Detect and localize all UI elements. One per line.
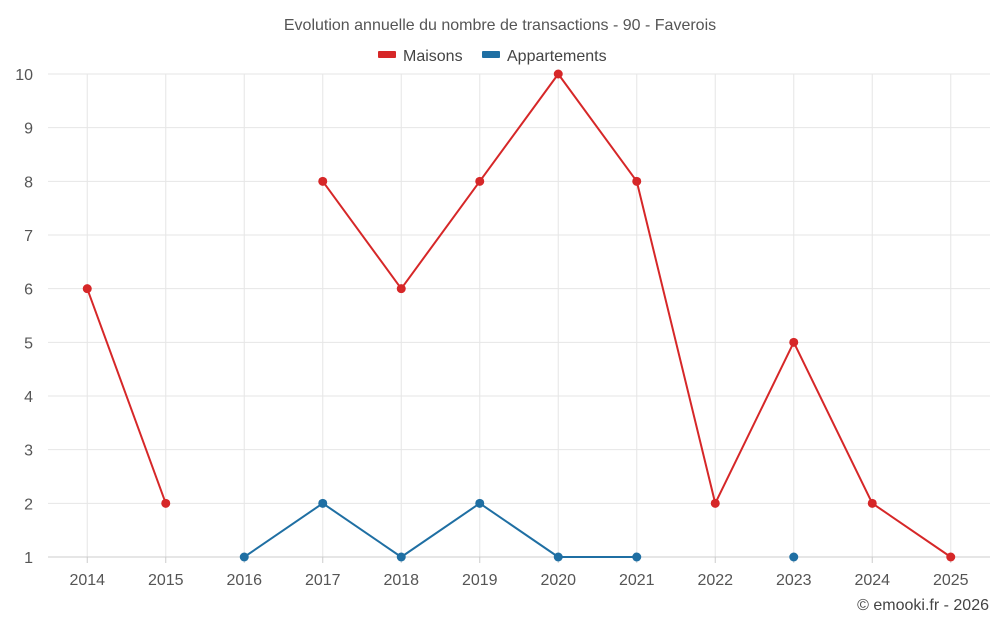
- legend-item-maisons[interactable]: Maisons: [378, 48, 463, 65]
- data-point-appartements[interactable]: [396, 552, 406, 562]
- legend-label-maisons: Maisons: [403, 48, 463, 65]
- legend-swatch-appartements: [482, 51, 500, 58]
- grid: [48, 73, 990, 557]
- x-tick-label: 2024: [854, 572, 890, 589]
- axes: 1 2 3 4 5 6 7 8 9 10 2014 2015 2016 2017 2018 2019 2020 2…: [15, 67, 990, 589]
- data-point-maisons[interactable]: [867, 498, 877, 508]
- y-tick-label: 7: [24, 228, 33, 245]
- series-layer: [82, 69, 956, 562]
- data-point-maisons[interactable]: [161, 498, 171, 508]
- data-point-maisons[interactable]: [318, 176, 328, 186]
- x-tick-label: 2017: [305, 572, 341, 589]
- data-point-appartements[interactable]: [553, 552, 563, 562]
- y-tick-label: 4: [24, 389, 33, 406]
- y-tick-label: 3: [24, 443, 33, 460]
- chart-title: Evolution annuelle du nombre de transact…: [284, 17, 716, 34]
- data-point-maisons[interactable]: [553, 69, 563, 79]
- x-tick-label: 2019: [462, 572, 498, 589]
- data-point-appartements[interactable]: [318, 498, 328, 508]
- x-tick-label: 2020: [540, 572, 576, 589]
- y-tick-label: 5: [24, 335, 33, 352]
- data-point-maisons[interactable]: [710, 498, 720, 508]
- x-tick-label: 2014: [69, 572, 105, 589]
- series-line-appartements: [243, 502, 637, 558]
- x-tick-label: 2021: [619, 572, 655, 589]
- x-tick-label: 2016: [226, 572, 262, 589]
- series-appartements: [239, 498, 799, 562]
- data-point-maisons[interactable]: [396, 284, 406, 294]
- data-point-maisons[interactable]: [789, 337, 799, 347]
- data-point-maisons[interactable]: [632, 176, 642, 186]
- legend-item-appartements[interactable]: Appartements: [482, 48, 607, 65]
- data-point-maisons[interactable]: [946, 552, 956, 562]
- x-tick-label: 2025: [933, 572, 969, 589]
- data-point-maisons[interactable]: [82, 284, 92, 294]
- x-tick-label: 2018: [383, 572, 419, 589]
- data-point-appartements[interactable]: [475, 498, 485, 508]
- data-point-appartements[interactable]: [632, 552, 642, 562]
- y-tick-label: 8: [24, 174, 33, 191]
- y-tick-label: 2: [24, 496, 33, 513]
- y-tick-label: 9: [24, 121, 33, 138]
- x-tick-label: 2015: [148, 572, 184, 589]
- data-point-appartements[interactable]: [789, 552, 799, 562]
- legend-label-appartements: Appartements: [507, 48, 607, 65]
- x-tick-label: 2022: [697, 572, 733, 589]
- y-tick-label: 10: [15, 67, 33, 84]
- y-tick-label: 6: [24, 282, 33, 299]
- data-point-maisons[interactable]: [475, 176, 485, 186]
- legend: Maisons Appartements: [378, 48, 607, 65]
- series-line-maisons: [86, 288, 167, 504]
- y-tick-label: 1: [24, 550, 33, 567]
- credit-text: © emooki.fr - 2026: [857, 597, 989, 614]
- series-maisons: [82, 69, 956, 562]
- data-point-appartements[interactable]: [239, 552, 249, 562]
- legend-swatch-maisons: [378, 51, 396, 58]
- x-tick-label: 2023: [776, 572, 812, 589]
